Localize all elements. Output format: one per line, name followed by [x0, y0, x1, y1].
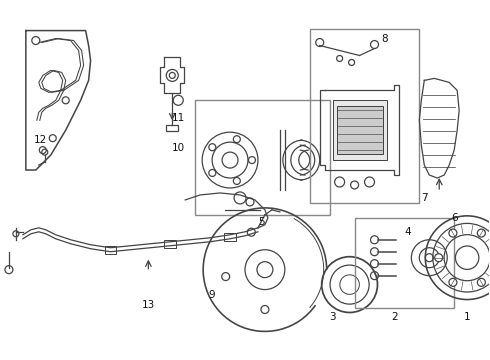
Text: 1: 1: [464, 312, 470, 323]
Text: 5: 5: [259, 217, 265, 227]
Text: 11: 11: [172, 113, 185, 123]
Text: 6: 6: [451, 213, 458, 223]
Circle shape: [435, 254, 442, 262]
Bar: [337, 106, 384, 154]
Text: 7: 7: [421, 193, 428, 203]
Text: 12: 12: [34, 135, 48, 145]
Bar: [166, 125, 178, 131]
Circle shape: [449, 229, 457, 237]
Bar: [310, 28, 419, 203]
Text: 4: 4: [404, 227, 411, 237]
Bar: [104, 246, 117, 254]
Text: 2: 2: [391, 312, 398, 323]
Bar: [224, 233, 236, 241]
Bar: [195, 100, 330, 215]
Circle shape: [477, 229, 486, 237]
Text: 3: 3: [329, 312, 336, 323]
Text: 8: 8: [381, 33, 388, 44]
Bar: [164, 240, 176, 248]
Circle shape: [449, 278, 457, 286]
Bar: [333, 100, 388, 160]
Text: 10: 10: [172, 143, 185, 153]
Bar: [355, 218, 454, 307]
Text: 13: 13: [142, 300, 155, 310]
Circle shape: [477, 278, 486, 286]
Text: 9: 9: [209, 289, 216, 300]
